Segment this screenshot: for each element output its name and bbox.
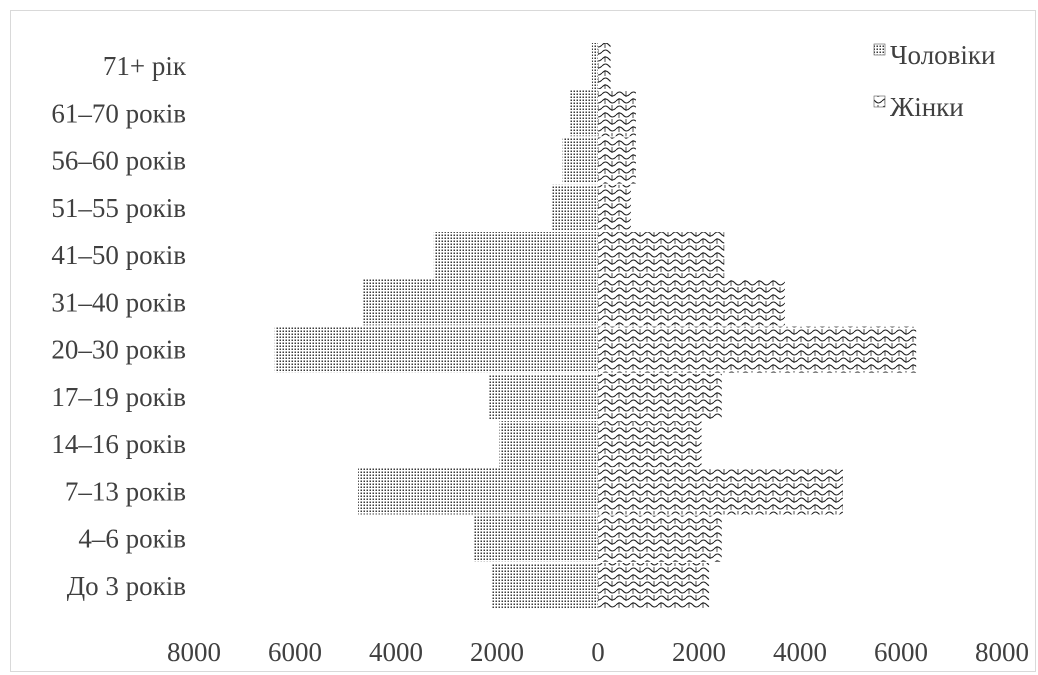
bar-men-6 (274, 326, 598, 373)
x-axis-tick-labels: 8000 6000 4000 2000 0 2000 4000 6000 8000 (167, 637, 1029, 667)
category-label: 71+ рік (103, 51, 187, 81)
bar-men-10 (474, 515, 598, 562)
category-label: До 3 років (67, 571, 186, 601)
bar-women-0 (598, 43, 611, 89)
x-tick-label: 2000 (672, 637, 726, 667)
bar-women-11 (598, 563, 710, 609)
bars-group (274, 43, 917, 609)
category-label: 20–30 років (51, 335, 186, 365)
bar-men-11 (491, 563, 598, 609)
bar-women-6 (598, 326, 917, 373)
category-label: 17–19 років (51, 382, 186, 412)
bar-men-9 (358, 468, 598, 515)
bar-men-3 (552, 184, 598, 231)
bar-men-7 (489, 373, 598, 420)
bar-men-4 (433, 232, 598, 279)
x-tick-label: 8000 (975, 637, 1029, 667)
category-label: 41–50 років (51, 240, 186, 270)
category-label: 56–60 років (51, 146, 186, 176)
bar-women-10 (598, 515, 722, 562)
category-label: 31–40 років (51, 287, 186, 317)
bar-men-1 (570, 90, 598, 137)
x-tick-label: 4000 (773, 637, 827, 667)
bar-women-9 (598, 468, 843, 515)
bar-men-0 (591, 43, 598, 89)
legend-label-men: Чоловіки (890, 40, 995, 70)
x-tick-label: 4000 (369, 637, 423, 667)
category-label: 61–70 років (51, 98, 186, 128)
bar-women-7 (598, 373, 722, 420)
legend: Чоловіки Жінки (873, 40, 995, 122)
bar-women-1 (598, 90, 636, 137)
bar-men-2 (562, 137, 598, 184)
bar-women-2 (598, 137, 636, 184)
category-label: 14–16 років (51, 429, 186, 459)
x-tick-label: 6000 (268, 637, 322, 667)
legend-swatch-women (873, 95, 886, 108)
bar-women-8 (598, 421, 702, 468)
x-tick-label: 8000 (167, 637, 221, 667)
category-labels: 71+ рік 61–70 років 56–60 років 51–55 років… (51, 51, 186, 601)
legend-label-women: Жінки (890, 92, 964, 122)
bar-men-5 (363, 279, 598, 326)
x-tick-label: 6000 (874, 637, 928, 667)
x-tick-label: 2000 (470, 637, 524, 667)
bar-men-8 (499, 421, 598, 468)
category-label: 7–13 років (65, 476, 186, 506)
bar-women-3 (598, 184, 631, 231)
bar-women-4 (598, 232, 725, 279)
legend-swatch-men (873, 43, 886, 56)
bar-women-5 (598, 279, 785, 326)
category-label: 4–6 років (78, 524, 186, 554)
category-label: 51–55 років (51, 193, 186, 223)
x-tick-label: 0 (591, 637, 605, 667)
